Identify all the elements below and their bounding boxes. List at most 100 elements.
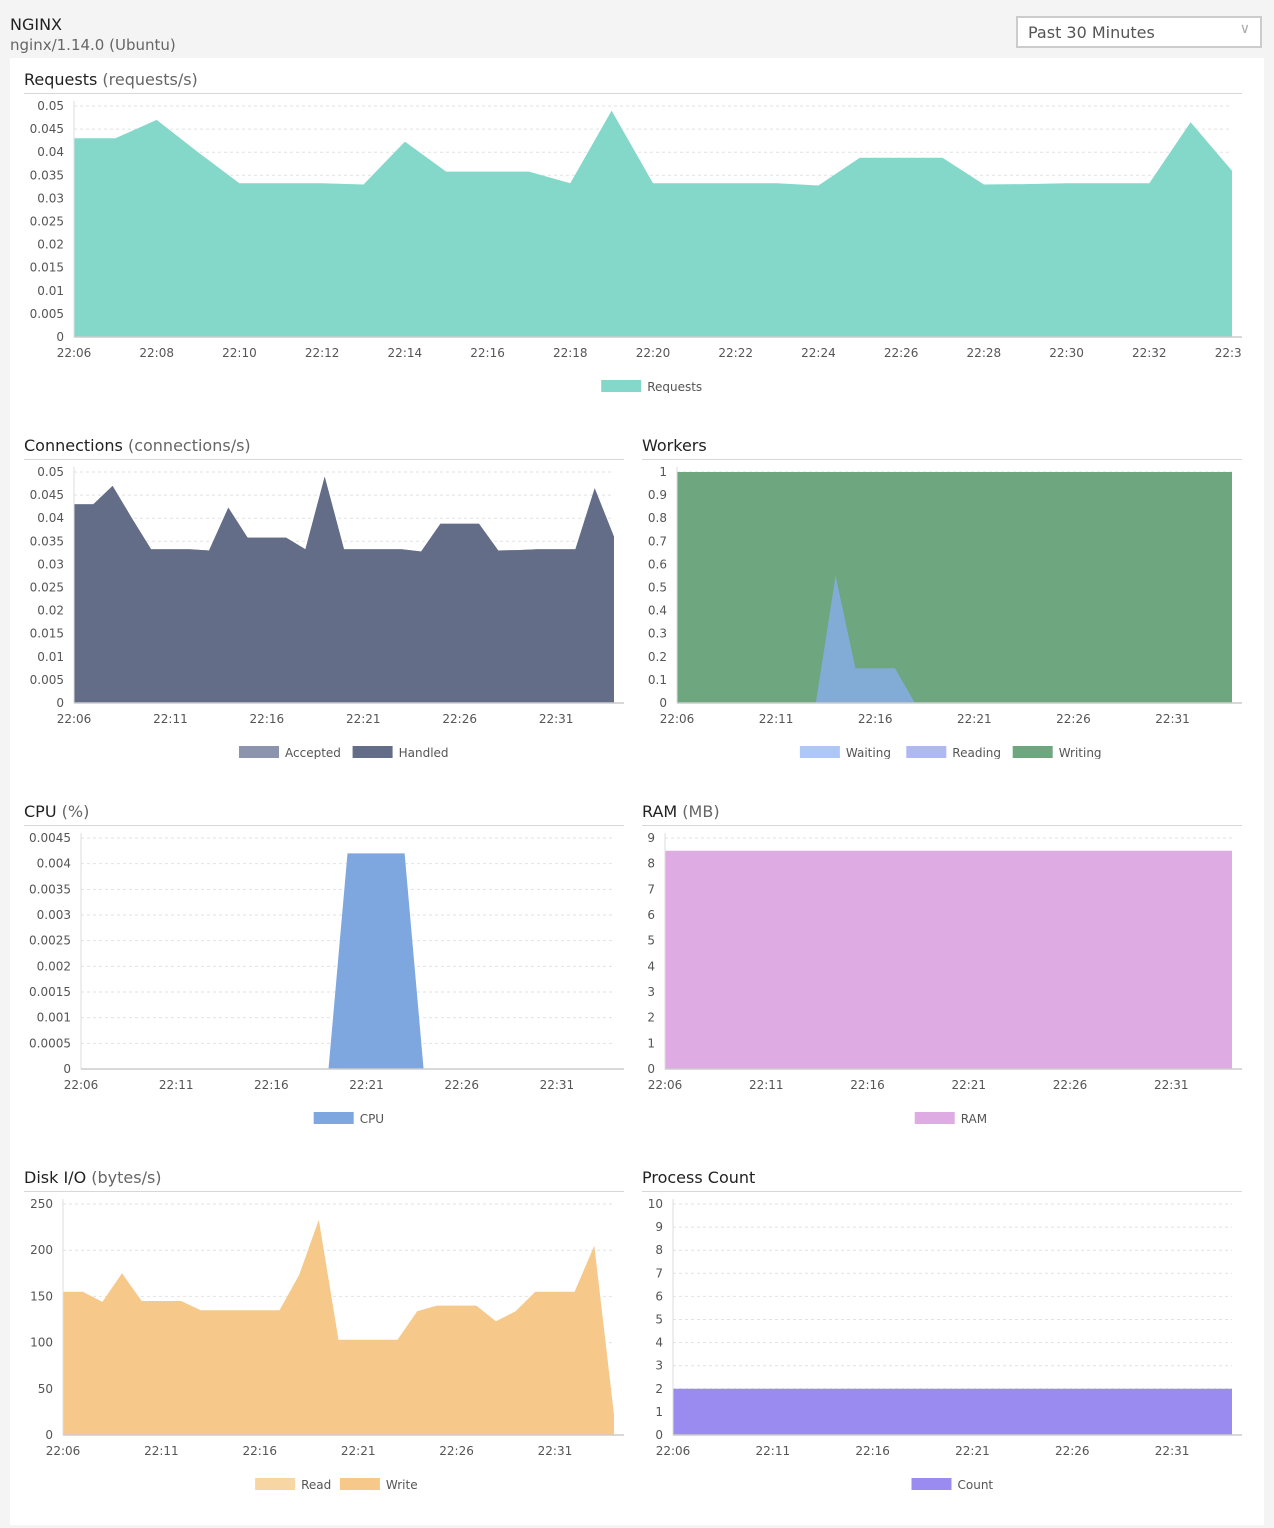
chart-requests: Requests (requests/s) 0 0.005 0.01 0.015 0.02…	[24, 69, 1242, 393]
y-tick-label: 0.002	[37, 959, 71, 973]
legend-label[interactable]: Requests	[647, 380, 702, 393]
chart-title: Process Count	[642, 1167, 1242, 1189]
x-tick-label: 22:26	[1056, 712, 1091, 726]
y-tick-label: 0.7	[648, 534, 667, 548]
legend-label[interactable]: Reading	[952, 746, 1001, 759]
chart-title: RAM (MB)	[642, 801, 1242, 823]
y-tick-label: 2	[647, 1011, 655, 1025]
y-tick-label: 0.025	[30, 215, 64, 229]
y-tick-label: 0.0015	[29, 985, 71, 999]
y-tick-label: 0.045	[30, 122, 64, 136]
chart-unit: (connections/s)	[122, 436, 251, 455]
legend-swatch[interactable]	[239, 746, 279, 758]
y-tick-label: 1	[659, 465, 667, 479]
x-tick-label: 22:16	[858, 712, 893, 726]
legend-label[interactable]: Read	[301, 1478, 331, 1491]
chart-svg: 0 0.0005 0.001 0.0015 0.002 0.0025 0.003 0.0035…	[24, 825, 624, 1125]
time-range-select[interactable]: Past 30 Minutes ∨	[1016, 16, 1262, 48]
chart-title-text: Requests	[24, 70, 98, 89]
legend-swatch[interactable]	[914, 1112, 955, 1124]
legend-label[interactable]: RAM	[961, 1112, 987, 1125]
server-version: nginx/1.14.0 (Ubuntu)	[10, 36, 176, 54]
area-writing	[677, 472, 1232, 703]
legend-label[interactable]: Accepted	[285, 746, 341, 759]
chart-workers: Workers 0 0.1 0.2 0.3 0.4 0.5 0.6 0.7 0.8 0.9 1 22:0…	[642, 435, 1242, 759]
chart-title: Disk I/O (bytes/s)	[24, 1167, 624, 1189]
y-tick-label: 0	[56, 330, 64, 344]
x-tick-label: 22:11	[749, 1078, 784, 1092]
chart-title: Requests (requests/s)	[24, 69, 1242, 91]
y-tick-label: 1	[655, 1405, 663, 1419]
y-tick-label: 0.015	[30, 261, 64, 275]
legend: Waiting Reading Writing	[799, 746, 1102, 759]
x-tick-label: 22:26	[439, 1444, 474, 1458]
legend-swatch[interactable]	[352, 746, 393, 758]
legend-label[interactable]: Waiting	[846, 746, 891, 759]
y-tick-label: 0.005	[30, 307, 64, 321]
y-tick-label: 200	[30, 1243, 53, 1257]
y-tick-label: 0.2	[648, 650, 667, 664]
y-tick-label: 0.0035	[29, 882, 71, 896]
legend-swatch[interactable]	[339, 1478, 380, 1490]
legend-label[interactable]: CPU	[360, 1112, 384, 1125]
y-tick-label: 6	[647, 908, 655, 922]
y-tick-label: 0.045	[30, 488, 64, 502]
y-tick-label: 0	[659, 696, 667, 710]
chart-title-text: Connections	[24, 436, 123, 455]
x-tick-label: 22:31	[1155, 1444, 1190, 1458]
y-tick-label: 0.05	[37, 465, 64, 479]
y-tick-label: 50	[38, 1382, 53, 1396]
y-tick-label: 0.004	[37, 857, 71, 871]
x-tick-label: 22:06	[57, 712, 92, 726]
legend-swatch[interactable]	[255, 1478, 296, 1490]
x-tick-label: 22:21	[951, 1078, 986, 1092]
legend: Accepted Handled	[239, 746, 449, 759]
x-tick-label: 22:06	[648, 1078, 683, 1092]
x-tick-label: 22:18	[553, 346, 588, 360]
y-tick-label: 4	[655, 1336, 663, 1350]
x-tick-label: 22:16	[850, 1078, 885, 1092]
chart-title-text: CPU	[24, 802, 57, 821]
y-tick-label: 3	[647, 985, 655, 999]
y-tick-label: 100	[30, 1336, 53, 1350]
legend-swatch[interactable]	[601, 380, 642, 392]
legend-swatch[interactable]	[1012, 746, 1053, 758]
y-tick-label: 8	[647, 857, 655, 871]
y-tick-label: 250	[30, 1197, 53, 1211]
legend-swatch[interactable]	[799, 746, 840, 758]
x-tick-label: 22:16	[470, 346, 505, 360]
legend-swatch[interactable]	[911, 1478, 952, 1490]
legend-label[interactable]: Handled	[399, 746, 449, 759]
y-tick-label: 0.02	[37, 238, 64, 252]
y-tick-label: 0.035	[30, 534, 64, 548]
chart-title-text: Disk I/O	[24, 1168, 87, 1187]
x-tick-label: 22:26	[1055, 1444, 1090, 1458]
y-tick-label: 0.0005	[29, 1036, 71, 1050]
legend-label[interactable]: Writing	[1059, 746, 1102, 759]
y-tick-label: 0.025	[30, 581, 64, 595]
x-tick-label: 22:06	[64, 1078, 99, 1092]
x-tick-label: 22:11	[159, 1078, 194, 1092]
legend-label[interactable]: Write	[386, 1478, 418, 1491]
chart-unit: (MB)	[677, 802, 720, 821]
y-tick-label: 0.1	[648, 673, 667, 687]
legend: Read Write	[255, 1478, 418, 1491]
legend: Count	[911, 1478, 994, 1491]
legend-label[interactable]: Count	[958, 1478, 994, 1491]
x-tick-label: 22:11	[144, 1444, 179, 1458]
chart-cpu: CPU (%) 0 0.0005 0.001 0.0015 0.002 0.0025 0.00…	[24, 801, 624, 1125]
legend-swatch[interactable]	[313, 1112, 354, 1124]
y-tick-label: 0.005	[30, 673, 64, 687]
y-tick-label: 0.0025	[29, 934, 71, 948]
x-tick-label: 22:21	[341, 1444, 376, 1458]
y-tick-label: 7	[647, 882, 655, 896]
legend-swatch[interactable]	[906, 746, 947, 758]
x-tick-label: 22:21	[349, 1078, 384, 1092]
y-tick-label: 0.035	[30, 168, 64, 182]
y-tick-label: 0	[647, 1062, 655, 1076]
chart-title-text: Process Count	[642, 1168, 756, 1187]
x-tick-label: 22:21	[957, 712, 992, 726]
x-tick-label: 22:16	[250, 712, 285, 726]
chart-unit: (bytes/s)	[86, 1168, 162, 1187]
chart-svg: 0 0.005 0.01 0.015 0.02 0.025 0.03 0.035 0.04 0.0…	[24, 459, 624, 759]
